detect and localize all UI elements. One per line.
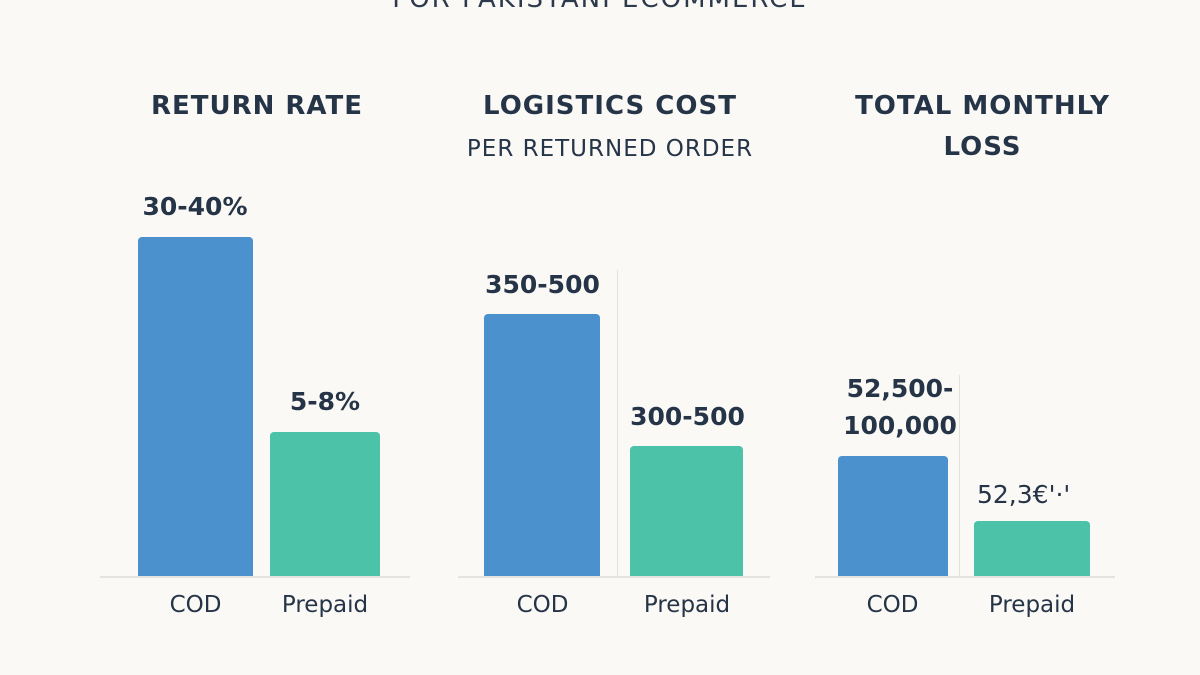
bar-prepaid <box>630 446 743 577</box>
category-label-cod: COD <box>866 592 919 618</box>
value-label-prepaid: 5-8% <box>289 387 361 416</box>
category-label-prepaid: Prepaid <box>281 592 369 618</box>
baseline <box>100 576 410 578</box>
baseline <box>815 576 1115 578</box>
baseline <box>458 576 770 578</box>
panel-title: LOGISTICS COST <box>483 91 737 121</box>
panel-title: RETURN RATE <box>150 91 364 121</box>
value-label-cod: 52,500-100,000 <box>843 374 957 440</box>
value-label-prepaid: 300-500 <box>630 402 745 431</box>
chart-title: FOR PAKISTANI ECOMMERCE <box>0 0 1200 14</box>
value-label-prepaid: 52,3€'·' <box>977 480 1071 509</box>
divider <box>617 270 618 577</box>
category-label-prepaid: Prepaid <box>988 592 1076 618</box>
value-label-cod: 350-500 <box>485 270 600 299</box>
bar-prepaid <box>270 432 380 577</box>
bar-prepaid <box>974 521 1090 577</box>
panel-subtitle: PER RETURNED ORDER <box>466 136 754 162</box>
bar-cod <box>484 314 600 577</box>
category-label-cod: COD <box>169 592 222 618</box>
bar-cod <box>838 456 948 577</box>
category-label-prepaid: Prepaid <box>643 592 731 618</box>
divider <box>959 375 960 577</box>
panel-title: TOTAL MONTHLY LOSS <box>855 91 1110 162</box>
category-label-cod: COD <box>516 592 569 618</box>
bar-cod <box>138 237 253 577</box>
value-label-cod: 30-40% <box>142 192 248 221</box>
